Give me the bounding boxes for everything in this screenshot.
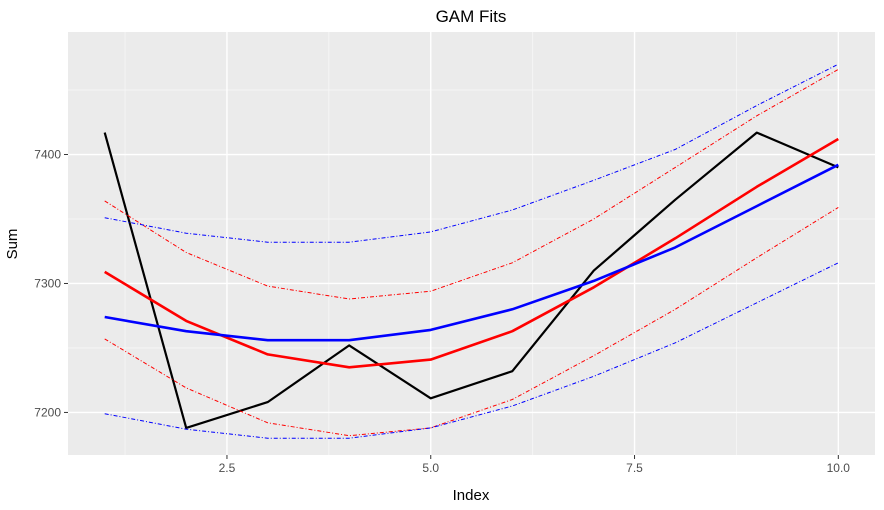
x-axis-title: Index — [453, 487, 490, 504]
grid-major — [68, 32, 875, 455]
y-tick-label: 7300 — [34, 276, 61, 290]
x-tick-label: 7.5 — [626, 461, 643, 475]
series-line-2 — [104, 137, 839, 369]
y-axis-title: Sum — [4, 229, 21, 260]
y-axis-ticks: 7200 7300 7400 — [34, 148, 68, 419]
series-line-1 — [103, 131, 839, 429]
plot-panel — [68, 32, 875, 455]
series-line-7 — [104, 262, 839, 439]
series-layer — [103, 63, 839, 439]
series-line-3 — [104, 68, 839, 300]
x-tick-label: 2.5 — [219, 461, 236, 475]
series-line-4 — [104, 206, 839, 437]
y-tick-label: 7200 — [34, 405, 61, 419]
series-line-5 — [104, 163, 839, 342]
y-tick-label: 7400 — [34, 148, 61, 162]
chart-title: GAM Fits — [436, 7, 507, 26]
x-axis-ticks: 2.5 5.0 7.5 10.0 — [219, 455, 851, 475]
series-line-6 — [104, 63, 839, 243]
x-tick-label: 5.0 — [422, 461, 439, 475]
x-tick-label: 10.0 — [827, 461, 851, 475]
grid-minor — [68, 32, 875, 455]
